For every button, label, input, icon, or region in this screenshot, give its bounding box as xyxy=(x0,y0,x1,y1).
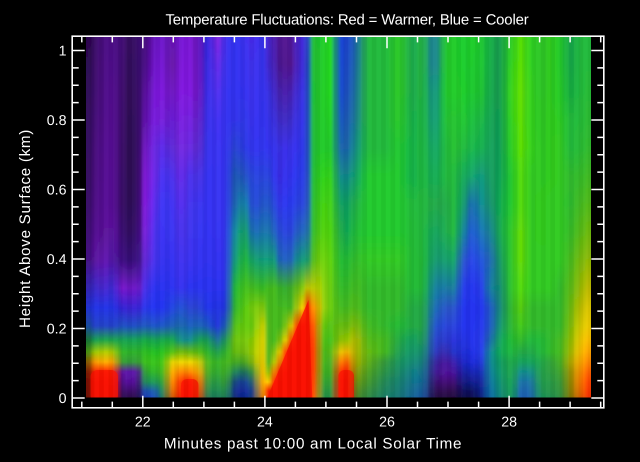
svg-text:0.6: 0.6 xyxy=(47,183,67,199)
svg-text:24: 24 xyxy=(257,415,273,431)
svg-text:Height Above Surface (km): Height Above Surface (km) xyxy=(17,129,34,328)
svg-text:26: 26 xyxy=(379,415,395,431)
svg-text:Temperature Fluctuations: Red: Temperature Fluctuations: Red = Warmer, … xyxy=(165,13,528,29)
svg-text:28: 28 xyxy=(501,415,517,431)
svg-text:0.8: 0.8 xyxy=(47,113,67,129)
svg-text:0: 0 xyxy=(59,391,67,407)
svg-text:0.4: 0.4 xyxy=(47,252,67,268)
svg-text:1: 1 xyxy=(59,44,67,60)
svg-text:22: 22 xyxy=(135,415,151,431)
svg-text:0.2: 0.2 xyxy=(47,322,67,338)
svg-text:Minutes past 10:00 am Local So: Minutes past 10:00 am Local Solar Time xyxy=(164,436,462,453)
